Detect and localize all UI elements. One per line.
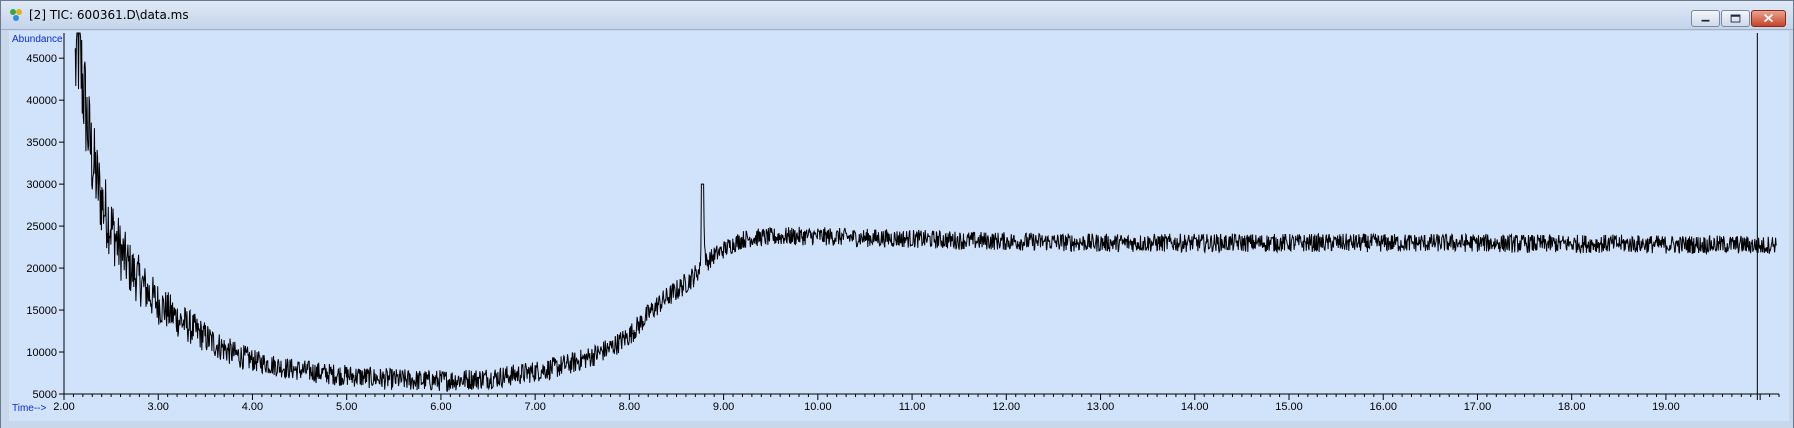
minimize-icon xyxy=(1701,19,1710,22)
close-button[interactable] xyxy=(1751,10,1786,27)
minimize-button[interactable] xyxy=(1691,10,1720,27)
y-tick-label: 20000 xyxy=(26,263,57,275)
maximize-icon xyxy=(1730,14,1741,23)
chromatogram-app-icon xyxy=(10,9,22,21)
x-tick-label: 7.00 xyxy=(524,401,545,413)
x-tick-label: 12.00 xyxy=(993,401,1021,413)
x-tick-label: 3.00 xyxy=(148,401,169,413)
x-tick-label: 11.00 xyxy=(899,401,926,413)
tic-chart[interactable]: 5000 10000 15000 20000 25000 30000 35000 40000 4… xyxy=(9,31,1789,421)
x-tick-label: 15.00 xyxy=(1275,401,1303,413)
tic-trace xyxy=(74,32,1777,392)
x-tick-label: 2.00 xyxy=(53,401,74,413)
y-tick-label: 45000 xyxy=(26,53,57,65)
y-tick-label: 15000 xyxy=(26,305,57,317)
y-tick-label: 35000 xyxy=(26,137,57,149)
y-tick-label: 5000 xyxy=(33,389,57,401)
y-tick-label: 25000 xyxy=(26,221,57,233)
y-axis-title: Abundance xyxy=(12,34,63,45)
x-tick-label: 8.00 xyxy=(619,401,640,413)
x-tick-label: 17.00 xyxy=(1464,401,1492,413)
window-titlebar[interactable]: [2] TIC: 600361.D\data.ms xyxy=(1,1,1793,30)
x-tick-label: 4.00 xyxy=(242,401,263,413)
y-tick-label: 30000 xyxy=(26,179,57,191)
window-bottom-edge xyxy=(1,422,1793,428)
x-tick-label: 14.00 xyxy=(1181,401,1209,413)
chromatogram-plot[interactable]: 5000 10000 15000 20000 25000 30000 35000 40000 4… xyxy=(9,31,1789,421)
x-tick-label: 13.00 xyxy=(1087,401,1115,413)
window-title: [2] TIC: 600361.D\data.ms xyxy=(29,8,189,22)
y-tick-label: 40000 xyxy=(26,95,57,107)
x-tick-label: 9.00 xyxy=(713,401,734,413)
x-axis-title: Time--> xyxy=(12,403,47,414)
x-tick-label: 10.00 xyxy=(804,401,832,413)
y-tick-label: 10000 xyxy=(26,347,57,359)
x-tick-label: 6.00 xyxy=(430,401,451,413)
y-axis-ticks: 5000 10000 15000 20000 25000 30000 35000 40000 4… xyxy=(26,53,64,401)
maximize-button[interactable] xyxy=(1721,10,1750,27)
x-tick-label: 16.00 xyxy=(1369,401,1397,413)
x-axis-ticks: 2.00 3.00 4.00 5.00 6.00 7.00 8.00 9.00 10.00 11.… xyxy=(53,394,1780,413)
close-icon xyxy=(1763,13,1774,23)
x-tick-label: 18.00 xyxy=(1558,401,1586,413)
x-tick-label: 5.00 xyxy=(336,401,357,413)
x-tick-label: 19.00 xyxy=(1652,401,1680,413)
